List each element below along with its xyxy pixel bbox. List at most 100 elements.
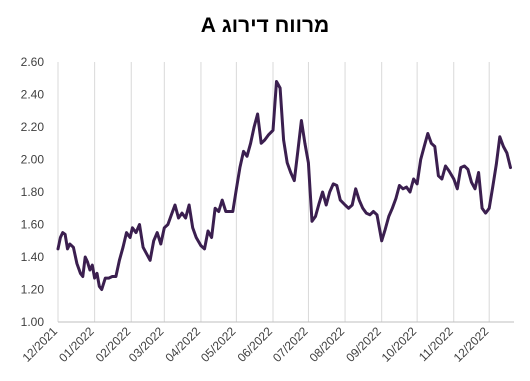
x-tick-label: 08/2022	[307, 324, 348, 365]
data-point	[409, 191, 411, 193]
data-point	[502, 145, 505, 148]
data-point	[282, 139, 285, 141]
chart-title: מרווח דירוג A	[201, 14, 330, 37]
data-point	[300, 119, 303, 122]
y-tick-label: 2.60	[21, 55, 45, 69]
data-point	[335, 184, 338, 187]
data-point	[239, 166, 241, 169]
data-point	[426, 132, 429, 135]
data-point	[249, 142, 252, 145]
x-tick-label: 12/2022	[451, 324, 492, 365]
data-point	[311, 220, 313, 223]
data-point	[115, 275, 117, 278]
data-point	[174, 204, 176, 206]
data-point	[275, 80, 278, 83]
data-point	[412, 178, 415, 180]
data-point	[470, 181, 473, 184]
data-point	[246, 155, 248, 158]
data-point	[506, 152, 508, 154]
data-point	[91, 264, 94, 266]
data-point	[376, 213, 378, 216]
data-point	[207, 230, 209, 232]
data-point	[314, 215, 317, 218]
data-point	[434, 145, 436, 148]
data-point	[351, 204, 353, 206]
data-point	[365, 212, 368, 214]
data-point	[221, 199, 224, 201]
data-point	[267, 134, 270, 136]
x-tick-label: 05/2022	[198, 324, 239, 365]
data-point	[242, 150, 245, 153]
x-tick-label: 09/2022	[343, 324, 384, 365]
data-point	[79, 272, 82, 275]
data-point	[423, 145, 426, 148]
x-tick-label: 03/2022	[126, 324, 167, 365]
data-point	[430, 142, 433, 145]
data-point	[98, 285, 101, 288]
data-point	[84, 256, 86, 258]
data-point	[177, 217, 180, 219]
data-point	[509, 166, 512, 169]
data-point	[491, 186, 494, 188]
data-point	[159, 243, 162, 245]
y-tick-label: 1.60	[21, 218, 45, 232]
data-point	[263, 139, 266, 141]
data-point	[488, 207, 490, 210]
data-point	[232, 210, 234, 213]
data-point	[456, 187, 459, 190]
x-tick-labels: 12/202101/202202/202203/202204/202205/20…	[20, 324, 492, 365]
y-tick-label: 2.00	[21, 153, 45, 167]
data-point	[214, 207, 216, 210]
data-point	[76, 262, 78, 265]
data-point	[260, 142, 262, 145]
data-point	[111, 275, 114, 278]
data-point	[495, 163, 498, 166]
data-point	[135, 231, 137, 234]
data-point	[484, 212, 487, 214]
y-tick-label: 2.20	[21, 120, 45, 134]
data-point	[467, 168, 469, 171]
data-point	[297, 150, 299, 153]
data-point	[69, 243, 71, 245]
data-point	[354, 187, 357, 190]
data-point	[149, 259, 151, 262]
data-point	[441, 178, 443, 180]
data-point	[444, 165, 447, 167]
data-point	[129, 236, 131, 239]
x-tick-label: 12/2021	[20, 324, 61, 365]
y-tick-label: 1.20	[21, 283, 45, 297]
data-point	[184, 217, 187, 219]
data-point	[395, 197, 397, 200]
data-point	[122, 246, 124, 249]
data-point	[380, 239, 383, 242]
data-point	[100, 288, 103, 291]
data-point	[318, 202, 320, 205]
data-point	[210, 236, 213, 239]
data-point	[452, 178, 455, 180]
data-point	[474, 187, 476, 190]
data-point	[104, 277, 107, 279]
data-point	[419, 158, 422, 161]
y-tick-label: 1.40	[21, 250, 45, 264]
x-tick-label: 06/2022	[235, 324, 276, 365]
data-point	[328, 191, 331, 193]
data-point	[170, 213, 173, 216]
data-point	[224, 210, 227, 213]
data-point	[272, 129, 274, 132]
x-tick-label: 01/2022	[56, 324, 97, 365]
data-point	[477, 171, 480, 174]
data-point	[344, 204, 346, 206]
data-point	[405, 186, 408, 188]
data-point	[72, 246, 75, 249]
data-point	[481, 207, 483, 210]
y-tick-label: 1.00	[21, 315, 45, 329]
data-point	[188, 204, 190, 206]
data-point	[369, 213, 371, 216]
data-point	[499, 135, 501, 138]
data-point	[131, 226, 134, 229]
data-point	[64, 233, 66, 236]
series-line-0	[56, 80, 512, 291]
data-point	[82, 275, 84, 278]
data-point	[460, 166, 462, 169]
